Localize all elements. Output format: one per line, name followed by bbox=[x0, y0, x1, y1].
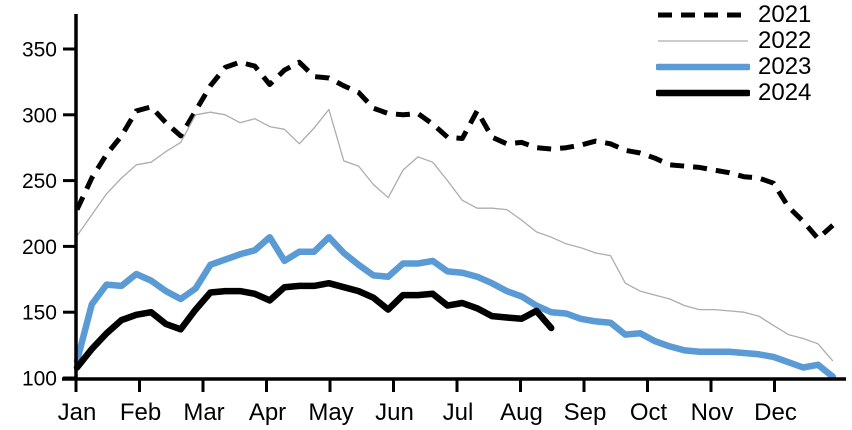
legend-label-2023: 2023 bbox=[758, 53, 812, 80]
legend-label-2021: 2021 bbox=[758, 1, 812, 28]
series-line-2023 bbox=[73, 233, 837, 380]
x-axis-tick-label: May bbox=[308, 399, 353, 426]
legend-line-sample-2023 bbox=[656, 63, 750, 71]
y-axis-tick-label: 300 bbox=[22, 104, 57, 127]
legend-line-sample-2022 bbox=[658, 40, 748, 42]
legend-item-2021: 2021 bbox=[656, 2, 811, 28]
x-axis-tick-label: Dec bbox=[754, 399, 797, 426]
legend-item-2024: 2024 bbox=[656, 80, 811, 106]
x-axis-tick-label: Feb bbox=[120, 399, 161, 426]
series-line-2021 bbox=[74, 59, 835, 241]
x-axis-tick-label: Mar bbox=[183, 399, 224, 426]
legend-label-2022: 2022 bbox=[758, 27, 812, 54]
legend-item-2023: 2023 bbox=[656, 54, 811, 80]
x-axis-tick-label: Jul bbox=[443, 399, 474, 426]
y-axis-tick-label: 250 bbox=[22, 170, 57, 193]
series-line-2024 bbox=[73, 279, 555, 371]
y-axis-tick-label: 100 bbox=[22, 368, 57, 391]
y-axis-tick-label: 150 bbox=[22, 302, 57, 325]
y-axis-tick-label: 200 bbox=[22, 236, 57, 259]
x-axis-tick-label: Apr bbox=[249, 399, 286, 426]
x-axis-tick-label: Sep bbox=[564, 399, 607, 426]
x-axis-tick-label: Nov bbox=[691, 399, 734, 426]
legend-label-2024: 2024 bbox=[758, 79, 812, 106]
y-axis-tick-label: 350 bbox=[22, 39, 57, 62]
x-axis-tick-label: Oct bbox=[630, 399, 668, 426]
chart-legend: 2021 2022 2023 2024 bbox=[656, 2, 811, 106]
x-axis-tick-label: Jan bbox=[58, 399, 97, 426]
x-axis-tick-label: Aug bbox=[500, 399, 543, 426]
series-line-2022 bbox=[76, 108, 834, 362]
legend-line-sample-2024 bbox=[656, 89, 750, 97]
x-axis-tick-label: Jun bbox=[375, 399, 414, 426]
legend-line-sample-2021 bbox=[658, 12, 748, 18]
legend-item-2022: 2022 bbox=[656, 28, 811, 54]
